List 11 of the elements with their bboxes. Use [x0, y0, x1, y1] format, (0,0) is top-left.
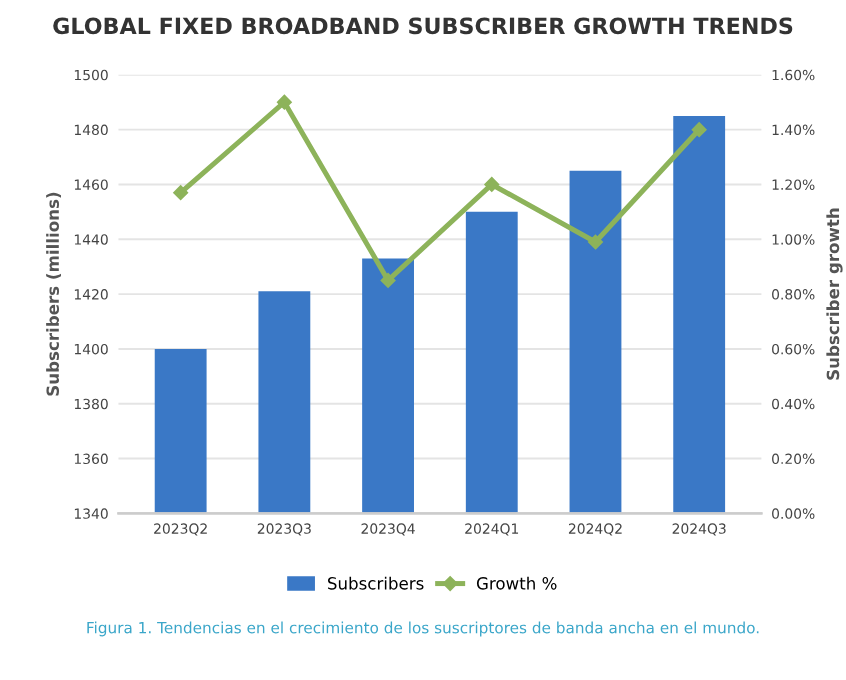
point: [691, 122, 707, 137]
legend-label: Subscribers: [328, 576, 424, 590]
chart-title: GLOBAL FIXED BROADBAND SUBSCRIBER GROWTH TRENDS: [53, 17, 793, 35]
y2-axis-title: Subscriber growth: [826, 208, 843, 380]
point: [588, 234, 603, 250]
legend-label: Growth %: [476, 576, 557, 590]
y-axis-title: Subscribers (millions): [46, 192, 61, 396]
point: [380, 273, 396, 288]
point: [277, 94, 292, 110]
point: [173, 185, 188, 200]
point: [484, 177, 500, 192]
